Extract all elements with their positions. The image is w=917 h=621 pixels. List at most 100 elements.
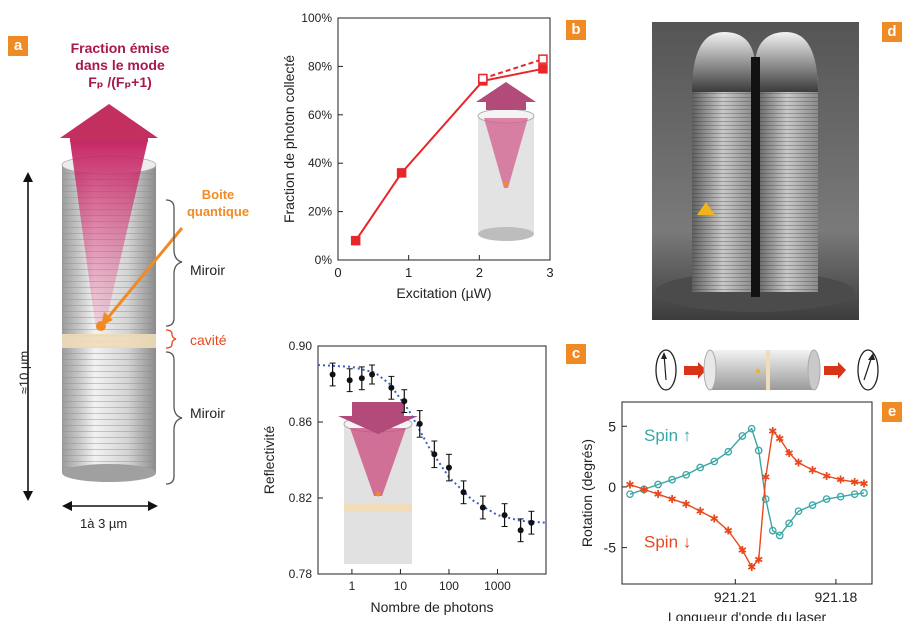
data-point: ✱ bbox=[775, 433, 784, 445]
data-point: ✱ bbox=[724, 526, 733, 538]
data-point bbox=[347, 377, 353, 383]
data-point bbox=[528, 520, 534, 526]
data-point: ✱ bbox=[710, 513, 719, 525]
chart-b: 0% 20% 40% 60% 80% 100% 0 1 2 3 Excitation (µW) Fra… bbox=[270, 8, 570, 308]
data-point: ✱ bbox=[836, 475, 845, 487]
data-point bbox=[461, 489, 467, 495]
cavity-brace bbox=[166, 330, 176, 348]
x-tick-label: 3 bbox=[546, 265, 553, 280]
chart-c: 0.78 0.82 0.86 0.90 1 10 100 1000 Nombre de phot… bbox=[256, 336, 568, 621]
data-point bbox=[352, 237, 360, 245]
y-tick-label: -5 bbox=[604, 540, 617, 556]
inset-arrow-shaft bbox=[352, 402, 404, 416]
data-point bbox=[479, 75, 487, 83]
x-tick-label: 2 bbox=[476, 265, 483, 280]
mirror-top-brace bbox=[166, 200, 182, 326]
pillar-bottom bbox=[62, 464, 156, 482]
inset-qd bbox=[504, 182, 509, 187]
panel-d-tag: d bbox=[882, 22, 902, 42]
trench bbox=[751, 57, 760, 297]
y-tick-label: 0.86 bbox=[289, 415, 313, 429]
x-tick-label: 1 bbox=[349, 579, 356, 593]
data-point bbox=[446, 465, 452, 471]
data-point bbox=[388, 385, 394, 391]
x-axis-label: Excitation (µW) bbox=[396, 285, 491, 301]
data-point: ✱ bbox=[668, 494, 677, 506]
data-point bbox=[539, 55, 547, 63]
inset-pillar bbox=[338, 402, 418, 564]
y-tick-label: 5 bbox=[608, 418, 616, 434]
data-point: ✱ bbox=[850, 477, 859, 489]
legend-label: Spin ↓ bbox=[644, 533, 691, 552]
x-tick-label: 921.21 bbox=[714, 589, 757, 605]
y-axis-label: Reflectivité bbox=[261, 426, 277, 495]
mirror-bottom-brace bbox=[166, 352, 182, 484]
y-tick-label: 100% bbox=[301, 11, 332, 25]
data-point: ✱ bbox=[822, 471, 831, 483]
y-tick-label: 0.90 bbox=[289, 339, 313, 353]
mirror-bottom-label: Miroir bbox=[190, 405, 225, 421]
data-point: ✱ bbox=[639, 484, 648, 496]
data-point: ✱ bbox=[794, 458, 803, 470]
data-point: ✱ bbox=[738, 545, 747, 557]
data-point bbox=[398, 169, 406, 177]
x-tick-label: 100 bbox=[439, 579, 459, 593]
data-point bbox=[417, 421, 423, 427]
inset-arrow-shaft bbox=[486, 100, 526, 110]
qd-label: Boite quantique bbox=[186, 186, 250, 220]
data-point bbox=[539, 65, 547, 73]
x-tick-label: 921.18 bbox=[815, 589, 858, 605]
data-point: ✱ bbox=[696, 506, 705, 518]
mirror-top-label: Miroir bbox=[190, 262, 225, 278]
x-tick-label: 1000 bbox=[484, 579, 511, 593]
inset-cavity bbox=[344, 504, 412, 512]
data-point: ✱ bbox=[808, 465, 817, 477]
data-point bbox=[480, 505, 486, 511]
cavity-label: cavité bbox=[190, 332, 227, 348]
data-point: ✱ bbox=[682, 499, 691, 511]
qd-label-line1: Boite bbox=[186, 186, 250, 203]
y-axis-label: Rotation (degrés) bbox=[579, 439, 595, 547]
data-point bbox=[401, 398, 407, 404]
inset-pillar bbox=[476, 82, 536, 241]
width-label: 1à 3 µm bbox=[80, 516, 127, 531]
data-point: ✱ bbox=[859, 478, 868, 490]
data-point: ✱ bbox=[785, 448, 794, 460]
y-tick-label: 40% bbox=[308, 156, 332, 170]
x-tick-label: 0 bbox=[334, 265, 341, 280]
y-tick-label: 0% bbox=[315, 253, 333, 267]
y-tick-label: 80% bbox=[308, 59, 332, 73]
chart-e: 5 0 -5 921.21 921.18 Longueur d'onde du laser… bbox=[576, 396, 876, 621]
cavity-band bbox=[62, 334, 156, 348]
data-point: ✱ bbox=[653, 489, 662, 501]
x-axis-label: Nombre de photons bbox=[371, 599, 494, 615]
data-point: ✱ bbox=[761, 472, 770, 484]
x-tick-label: 10 bbox=[394, 579, 408, 593]
sem-micrograph bbox=[652, 22, 859, 320]
data-point bbox=[431, 451, 437, 457]
y-tick-label: 0.82 bbox=[289, 491, 313, 505]
height-label: ≈10 µm bbox=[17, 343, 32, 403]
y-tick-label: 0.78 bbox=[289, 567, 313, 581]
data-point: ✱ bbox=[625, 480, 634, 492]
x-tick-label: 1 bbox=[405, 265, 412, 280]
panel-c-tag: c bbox=[566, 344, 586, 364]
inset-pillar-bottom bbox=[478, 227, 534, 241]
emission-arrow-head bbox=[60, 104, 158, 138]
panel-e-tag: e bbox=[882, 402, 902, 422]
data-point: ✱ bbox=[754, 555, 763, 567]
qd-label-line2: quantique bbox=[186, 203, 250, 220]
data-point bbox=[369, 372, 375, 378]
y-axis-label: Fraction de photon collecté bbox=[281, 55, 297, 223]
data-point bbox=[518, 527, 524, 533]
legend-label: Spin ↑ bbox=[644, 426, 691, 445]
y-tick-label: 20% bbox=[308, 205, 332, 219]
inset-qd bbox=[376, 492, 381, 497]
data-point bbox=[359, 375, 365, 381]
y-tick-label: 0 bbox=[608, 479, 616, 495]
x-axis-label: Longueur d'onde du laser bbox=[668, 609, 827, 621]
faraday-schematic bbox=[648, 338, 888, 398]
y-tick-label: 60% bbox=[308, 108, 332, 122]
data-point bbox=[330, 372, 336, 378]
data-point bbox=[502, 512, 508, 518]
